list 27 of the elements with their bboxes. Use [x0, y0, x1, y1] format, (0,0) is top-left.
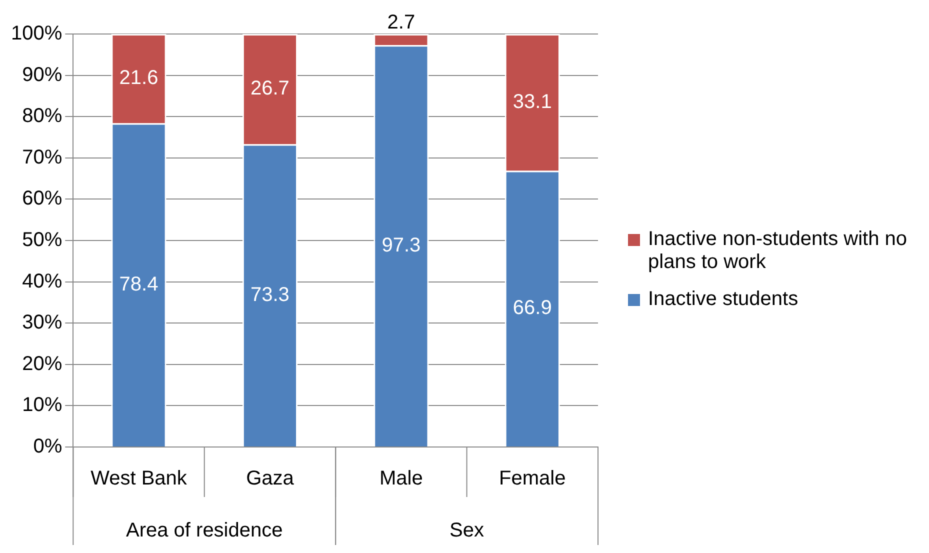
- legend-label: Inactive students: [648, 288, 798, 311]
- data-label: 97.3: [382, 234, 421, 256]
- data-label: 26.7: [250, 78, 290, 100]
- data-label: 78.4: [119, 273, 158, 296]
- y-tick-label: 20%: [22, 352, 62, 375]
- data-label: 73.3: [250, 284, 290, 306]
- y-tick-label: 0%: [33, 436, 62, 458]
- data-label: 2.7: [387, 12, 416, 34]
- y-tick-label: 10%: [22, 394, 62, 416]
- y-tick-label: 50%: [22, 229, 62, 252]
- y-tick-label: 60%: [22, 188, 62, 210]
- x-tick-label: West Bank: [90, 468, 188, 490]
- y-tick-label: 40%: [22, 270, 62, 292]
- y-tick-label: 70%: [22, 146, 62, 168]
- y-tick-label: 100%: [10, 22, 62, 45]
- legend-label: Inactive non-students with no plans to work: [648, 228, 908, 274]
- text: Area of residence: [126, 520, 283, 542]
- y-tick-label: 90%: [22, 64, 62, 86]
- y-tick-label: 80%: [22, 105, 62, 128]
- data-label: 33.1: [512, 90, 552, 113]
- text: Sex: [450, 520, 484, 542]
- data-label: 21.6: [119, 67, 158, 90]
- x-tick-label: Female: [499, 468, 566, 490]
- x-tick-label: Gaza: [246, 468, 295, 490]
- x-tick-label: Male: [380, 468, 423, 490]
- y-tick-label: 30%: [22, 312, 62, 334]
- data-label: 66.9: [512, 297, 552, 320]
